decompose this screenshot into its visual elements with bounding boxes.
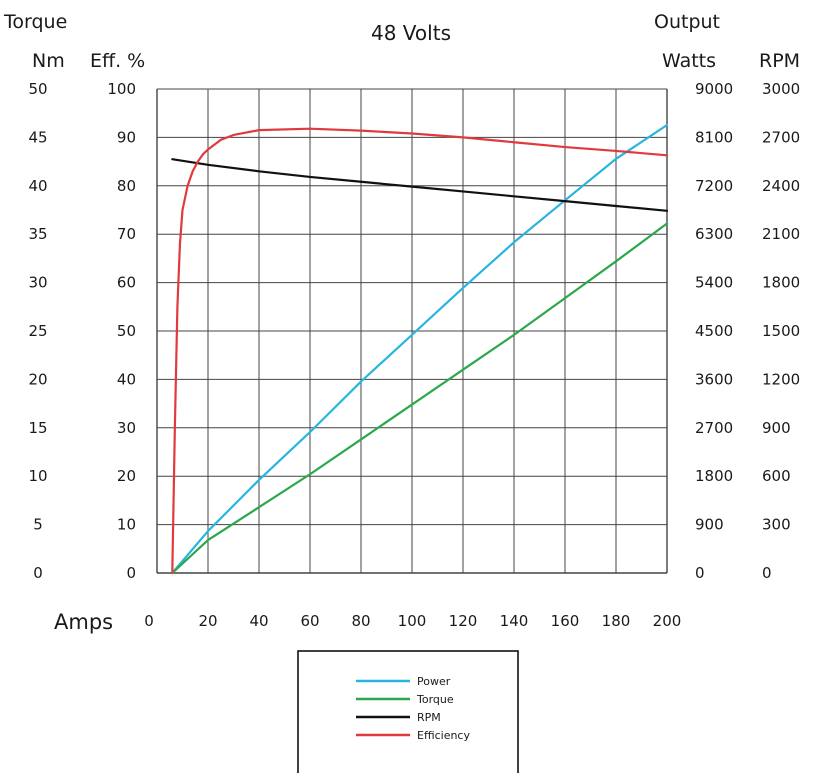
power-tick-label: 9000: [695, 80, 733, 98]
torque-tick-label: 50: [28, 80, 47, 98]
x-axis-title: Amps: [54, 610, 113, 634]
series-line-rpm: [171, 158, 669, 212]
rpm-tick-label: 1200: [762, 370, 800, 388]
legend-label-power: Power: [417, 675, 451, 688]
power-tick-label: 2700: [695, 419, 733, 437]
torque-tick-label: 10: [28, 467, 47, 485]
efficiency-tick-label: 50: [117, 322, 136, 340]
power-tick-label: 900: [695, 516, 724, 534]
efficiency-tick-label: 30: [117, 419, 136, 437]
power-tick-label: 6300: [695, 225, 733, 243]
efficiency-tick-label: 80: [117, 177, 136, 195]
rpm-axis-title: RPM: [759, 50, 800, 72]
torque-tick-label: 40: [28, 177, 47, 195]
torque-tick-label: 0: [33, 564, 43, 582]
power-tick-label: 5400: [695, 274, 733, 292]
power-tick-label: 1800: [695, 467, 733, 485]
torque-tick-label: 35: [28, 225, 47, 243]
legend-label-torque: Torque: [416, 693, 454, 706]
rpm-tick-label: 3000: [762, 80, 800, 98]
legend-label-efficiency: Efficiency: [417, 729, 470, 742]
torque-tick-label: 5: [33, 516, 43, 534]
axis-ticks: 0 5 10 15 20 25 30 35 40 45 50 0 10 20 30 40 50 60 70 80 90 1…: [28, 80, 800, 630]
rpm-tick-label: 2700: [762, 128, 800, 146]
efficiency-tick-label: 20: [117, 467, 136, 485]
efficiency-tick-label: 0: [126, 564, 136, 582]
legend-label-rpm: RPM: [417, 711, 441, 724]
efficiency-tick-label: 60: [117, 274, 136, 292]
power-tick-label: 4500: [695, 322, 733, 340]
chart-title: 48 Volts: [371, 21, 451, 45]
efficiency-tick-label: 10: [117, 516, 136, 534]
rpm-tick-label: 1500: [762, 322, 800, 340]
x-tick-label: 100: [398, 612, 427, 630]
torque-tick-label: 20: [28, 370, 47, 388]
torque-tick-label: 15: [28, 419, 47, 437]
rpm-tick-label: 900: [762, 419, 791, 437]
x-tick-label: 40: [249, 612, 268, 630]
efficiency-axis-title: Eff. %: [90, 50, 145, 72]
torque-axis-title: Torque: [3, 11, 67, 33]
power-tick-label: 7200: [695, 177, 733, 195]
legend: Power Torque RPM Efficiency: [297, 650, 519, 773]
series-line-power: [171, 123, 669, 575]
series-lines: [171, 123, 669, 575]
efficiency-tick-label: 70: [117, 225, 136, 243]
power-tick-label: 8100: [695, 128, 733, 146]
torque-tick-label: 30: [28, 274, 47, 292]
power-axis-title: Output: [654, 11, 720, 33]
rpm-tick-label: 2400: [762, 177, 800, 195]
x-tick-label: 160: [551, 612, 580, 630]
series-line-efficiency: [171, 127, 669, 575]
rpm-tick-label: 0: [762, 564, 772, 582]
power-tick-label: 3600: [695, 370, 733, 388]
efficiency-tick-label: 90: [117, 128, 136, 146]
x-tick-label: 0: [144, 612, 154, 630]
grid: [156, 88, 668, 574]
rpm-tick-label: 1800: [762, 274, 800, 292]
efficiency-tick-label: 40: [117, 370, 136, 388]
rpm-tick-label: 600: [762, 467, 791, 485]
rpm-tick-label: 2100: [762, 225, 800, 243]
power-tick-label: 0: [695, 564, 705, 582]
legend-box: [297, 650, 519, 773]
efficiency-tick-label: 100: [107, 80, 136, 98]
torque-tick-label: 45: [28, 128, 47, 146]
rpm-tick-label: 300: [762, 516, 791, 534]
x-tick-label: 60: [300, 612, 319, 630]
torque-axis-unit: Nm: [32, 50, 65, 72]
x-tick-label: 80: [351, 612, 370, 630]
torque-tick-label: 25: [28, 322, 47, 340]
x-tick-label: 200: [653, 612, 682, 630]
x-tick-label: 140: [500, 612, 529, 630]
x-tick-label: 20: [198, 612, 217, 630]
power-axis-unit: Watts: [662, 50, 716, 72]
series-line-torque: [171, 222, 669, 575]
x-tick-label: 120: [449, 612, 478, 630]
x-tick-label: 180: [602, 612, 631, 630]
